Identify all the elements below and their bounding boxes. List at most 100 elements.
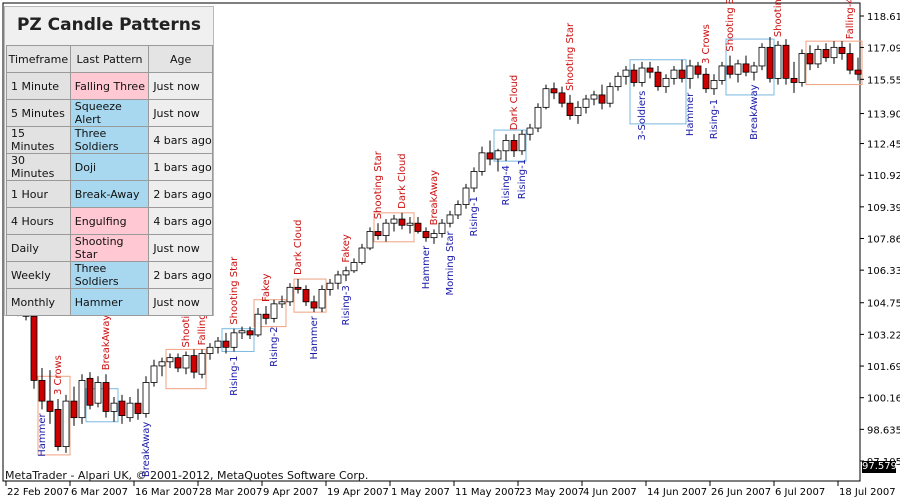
- y-tick-label: 107.860: [867, 235, 900, 246]
- candle: [478, 146, 486, 176]
- x-tick-label: 26 Jun 2007: [711, 487, 771, 498]
- pattern-label: Dark Cloud: [293, 220, 304, 275]
- candle-body: [806, 53, 814, 65]
- timeframe-cell: 1 Minute: [6, 72, 71, 100]
- candle-body: [222, 340, 230, 348]
- timeframe-cell: Monthly: [6, 288, 71, 316]
- candle: [310, 295, 318, 313]
- pattern-label: Shooting Star: [373, 150, 384, 219]
- age-cell: 2 bars ago: [148, 180, 213, 208]
- pattern-label: BreakAway: [429, 170, 440, 226]
- table-row: Weekly Three Soldiers 2 bars ago: [6, 261, 213, 289]
- candle: [38, 368, 46, 410]
- candle: [406, 216, 414, 234]
- candle-body: [686, 65, 694, 79]
- candle: [654, 65, 662, 91]
- candle-body: [694, 65, 702, 75]
- candle: [206, 343, 214, 360]
- candle-body: [462, 187, 470, 205]
- candle-body: [550, 88, 558, 94]
- candle: [246, 326, 254, 340]
- candle: [814, 45, 822, 69]
- candle: [286, 283, 294, 306]
- x-tick-label: 23 May 2007: [519, 487, 584, 498]
- candle: [302, 285, 310, 306]
- candle-body: [406, 222, 414, 226]
- candle: [782, 39, 790, 85]
- candle: [350, 258, 358, 273]
- candle: [630, 63, 638, 87]
- candle-body: [398, 218, 406, 226]
- table-row: Monthly Hammer Just now: [6, 288, 213, 316]
- candle-body: [294, 286, 302, 290]
- candle-body: [566, 102, 574, 117]
- pattern-label: Shooting Star: [565, 22, 576, 91]
- pattern-label: Dark Cloud: [509, 75, 520, 130]
- pattern-cell: Three Soldiers: [69, 126, 150, 154]
- candle-body: [446, 214, 454, 224]
- candle: [142, 376, 150, 418]
- timeframe-cell: Daily: [6, 234, 71, 262]
- candle-body: [350, 262, 358, 272]
- candle-body: [814, 49, 822, 65]
- pattern-label: 3-Soldiers: [637, 91, 648, 141]
- candle-body: [638, 67, 646, 83]
- candle-body: [382, 222, 390, 237]
- timeframe-cell: 30 Minutes: [6, 153, 71, 181]
- candle: [190, 349, 198, 379]
- pattern-box: [629, 59, 687, 125]
- candle: [726, 55, 734, 79]
- candle: [158, 357, 166, 377]
- pattern-label: Hammer: [37, 413, 48, 457]
- candle: [390, 214, 398, 232]
- age-cell: Just now: [148, 72, 213, 100]
- candle-body: [750, 65, 758, 73]
- candle-body: [854, 69, 862, 75]
- x-tick-label: 18 Jul 2007: [839, 487, 896, 498]
- candle: [438, 219, 446, 238]
- candle: [126, 396, 134, 422]
- candle-body: [254, 313, 262, 336]
- candle: [526, 123, 534, 141]
- candle: [734, 59, 742, 83]
- candle-body: [110, 402, 118, 412]
- candle-body: [534, 106, 542, 129]
- candle-body: [486, 152, 494, 160]
- candle: [662, 74, 670, 93]
- x-tick-label: 16 Mar 2007: [135, 487, 198, 498]
- candle: [518, 130, 526, 155]
- candle: [110, 396, 118, 422]
- candle: [278, 295, 286, 309]
- table-row: 1 Minute Falling Three Just now: [6, 72, 213, 100]
- pattern-label: Rising-3: [341, 285, 352, 325]
- candle-body: [142, 382, 150, 414]
- x-tick-label: 4 Jun 2007: [583, 487, 637, 498]
- candle: [702, 68, 710, 93]
- candle: [718, 61, 726, 85]
- candle-body: [326, 282, 334, 290]
- candle: [414, 216, 422, 234]
- candle-body: [846, 53, 854, 71]
- timeframe-cell: 15 Minutes: [6, 126, 71, 154]
- pattern-label: Hammer: [685, 92, 696, 136]
- pattern-cell: Break-Away: [69, 180, 150, 208]
- pattern-box: [373, 212, 415, 243]
- y-tick-label: 98.635: [867, 425, 900, 436]
- pattern-label: Rising-4: [501, 165, 512, 205]
- candle: [758, 43, 766, 71]
- candle: [622, 65, 630, 85]
- x-tick-label: 22 Feb 2007: [7, 487, 69, 498]
- candle: [750, 61, 758, 81]
- candle: [822, 43, 830, 62]
- pattern-cell: Falling Three: [69, 72, 150, 100]
- candle: [430, 229, 438, 244]
- candle-body: [542, 88, 550, 108]
- pattern-label: Dark Cloud: [397, 153, 408, 208]
- current-price-badge: 97.579: [862, 461, 897, 473]
- candle: [62, 394, 70, 453]
- pattern-label: Rising-1: [229, 355, 240, 395]
- candle-body: [494, 150, 502, 160]
- candle: [742, 55, 750, 77]
- pattern-label: 3 Crows: [701, 24, 712, 64]
- pattern-label: Hammer: [421, 245, 432, 289]
